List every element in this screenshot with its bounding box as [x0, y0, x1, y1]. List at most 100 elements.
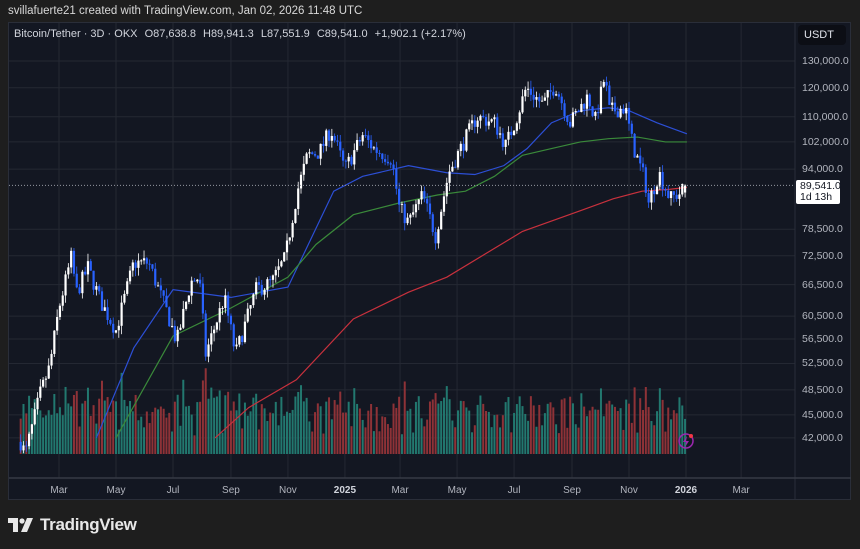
- candle-body: [109, 319, 112, 324]
- volume-bar: [605, 403, 608, 454]
- volume-bar: [451, 420, 454, 454]
- candle-body: [381, 153, 384, 160]
- volume-bar: [364, 427, 367, 454]
- time-tick-label: Nov: [620, 485, 638, 496]
- volume-bar: [557, 433, 560, 454]
- candle-body: [616, 111, 619, 118]
- candle-body: [384, 159, 387, 162]
- candle-body: [566, 116, 569, 122]
- volume-bar: [602, 416, 605, 454]
- candle-body: [395, 168, 398, 189]
- candle-body: [235, 344, 238, 347]
- candle-body: [56, 317, 59, 331]
- volume-bar: [546, 403, 549, 454]
- candle-body: [473, 120, 476, 127]
- time-tick-label: Jul: [507, 485, 521, 496]
- currency-button[interactable]: USDT: [798, 25, 846, 45]
- candle-body: [30, 424, 34, 434]
- high-value: H89,941.3: [203, 28, 254, 40]
- volume-bar: [580, 393, 583, 454]
- time-tick-label: Mar: [732, 485, 750, 496]
- candle-body: [344, 160, 347, 162]
- volume-bar: [95, 423, 98, 454]
- volume-bar: [588, 410, 591, 454]
- price-tick-label: 52,500.0: [802, 357, 843, 370]
- candle-body: [476, 120, 479, 127]
- candle-body: [400, 203, 404, 205]
- candle-body: [451, 166, 454, 172]
- volume-bar: [319, 406, 322, 454]
- candle-body: [392, 164, 395, 169]
- volume-bar: [227, 391, 230, 454]
- time-tick-label: Mar: [50, 485, 68, 496]
- volume-bar: [39, 410, 42, 454]
- candle-body: [532, 94, 535, 100]
- volume-bar: [513, 412, 516, 454]
- candle-body: [339, 141, 342, 151]
- volume-bar: [288, 412, 291, 454]
- candle-body: [442, 196, 446, 212]
- candle-body: [658, 172, 661, 187]
- volume-bar: [675, 413, 678, 454]
- candle-body: [336, 140, 339, 142]
- volume-bar: [56, 413, 59, 454]
- volume-bar: [476, 404, 479, 454]
- candle-body: [64, 274, 67, 296]
- volume-bar: [552, 407, 555, 454]
- candle-body: [193, 280, 196, 282]
- candle-body: [131, 262, 134, 271]
- volume-bar: [64, 386, 67, 454]
- candle-body: [549, 90, 552, 92]
- candle-body: [454, 166, 457, 168]
- volume-bar: [36, 401, 39, 454]
- candle-body: [210, 333, 213, 345]
- time-tick-label: May: [447, 485, 467, 496]
- candle-body: [44, 378, 48, 380]
- volume-bar: [196, 402, 199, 454]
- volume-bar: [459, 400, 462, 454]
- candle-body: [580, 103, 583, 113]
- tradingview-logo[interactable]: TradingView: [8, 515, 137, 535]
- candle-body: [555, 94, 558, 96]
- volume-bar: [395, 407, 398, 454]
- volume-bar: [524, 413, 527, 454]
- candle-body: [198, 279, 202, 284]
- candle-body: [241, 336, 244, 343]
- time-tick-label: 2026: [674, 485, 698, 496]
- volume-bar: [428, 401, 431, 454]
- volume-bar: [42, 417, 45, 454]
- time-tick-label: May: [106, 485, 126, 496]
- candle-body: [128, 270, 132, 282]
- volume-bar: [591, 406, 594, 454]
- volume-bar: [560, 399, 563, 454]
- candle-body: [535, 97, 538, 100]
- volume-bar: [541, 425, 544, 454]
- volume-bar: [585, 416, 588, 454]
- volume-bar: [630, 422, 633, 454]
- volume-bar: [515, 404, 518, 454]
- candle-body: [622, 108, 625, 114]
- symbol-name[interactable]: Bitcoin/Tether · 3D · OKX: [14, 28, 138, 40]
- volume-bar: [611, 404, 614, 454]
- volume-bar: [283, 415, 286, 454]
- volume-bar: [33, 399, 36, 454]
- candle-body: [625, 107, 628, 114]
- volume-bar: [504, 402, 507, 454]
- volume-bar: [577, 427, 580, 454]
- candle-body: [417, 199, 420, 205]
- time-tick-label: Sep: [222, 485, 240, 496]
- candle-body: [529, 88, 532, 95]
- candle-body: [526, 88, 530, 90]
- candle-body: [540, 100, 544, 102]
- candle-body: [274, 269, 277, 276]
- volume-bar: [190, 414, 193, 454]
- volume-bar: [257, 429, 260, 454]
- volume-bar: [89, 415, 92, 454]
- candle-body: [641, 163, 645, 168]
- volume-bar: [597, 409, 600, 454]
- candle-body: [358, 140, 361, 142]
- volume-bar: [403, 381, 406, 454]
- volume-bar: [370, 403, 373, 454]
- volume-bar: [193, 435, 196, 454]
